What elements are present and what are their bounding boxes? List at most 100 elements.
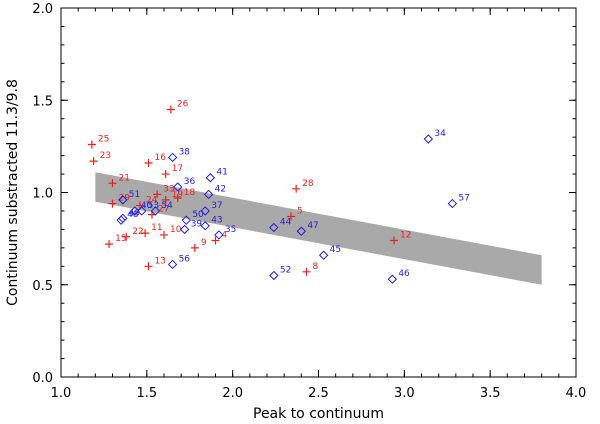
x-tick-label: 4.0 [566,386,587,401]
plus-marker [108,179,117,188]
point-label: 38 [179,147,191,157]
diamond-marker [205,173,216,183]
point-label: 46 [398,269,410,279]
plus-marker [161,170,170,179]
plus-marker [144,262,153,271]
point-label: 22 [132,227,143,237]
point-label: 16 [155,153,167,163]
point-label: 41 [216,168,227,178]
point-label: 43 [211,216,222,226]
plus-marker [292,184,301,193]
point-label: 12 [400,230,411,240]
y-tick-label: 0.0 [32,371,53,386]
plus-marker [105,240,114,249]
point-label: 39 [191,219,203,229]
point-label: 35 [225,225,236,235]
diamond-marker [118,195,128,205]
point-label: 24 [146,195,158,205]
diamond-marker [318,250,329,260]
point-label: 25 [98,135,109,145]
point-label: 53 [148,201,159,211]
point-label: 47 [307,221,318,231]
diamond-marker [200,221,210,231]
y-axis-label: Continuum substracted 11.3/9.8 [5,79,21,306]
diamond-marker [116,215,126,225]
plus-marker [87,140,96,149]
y-tick-label: 1.0 [32,187,53,202]
diamond-marker [387,274,398,284]
x-tick-label: 1.5 [136,386,157,401]
point-label: 36 [184,177,196,187]
plus-marker [390,236,399,245]
trend-band-layer [95,172,542,285]
point-label: 29 [119,194,131,204]
point-label: 5 [297,206,303,216]
x-tick-label: 2.0 [222,386,243,401]
point-label: 56 [179,254,191,264]
data-points: 4589101112131516171819212223242526272829… [87,99,470,284]
plus-marker [144,158,153,167]
diamond-marker [179,224,190,235]
point-label: 48 [127,210,139,220]
x-tick-label: 1.0 [51,386,72,401]
point-label: 26 [177,99,189,109]
plus-marker [141,229,150,238]
diamond-marker [203,189,214,200]
point-label: 4 [222,230,228,240]
point-label: 45 [330,245,341,255]
point-label: 54 [161,201,173,211]
diamond-marker [150,206,161,216]
x-tick-label: 3.5 [480,386,501,401]
point-label: 10 [170,225,182,235]
diamond-marker [136,206,147,216]
diamond-marker [130,206,140,216]
point-label: 37 [211,201,222,211]
plus-marker [122,232,131,241]
point-label: 13 [155,256,166,266]
diamond-marker [181,215,192,225]
diamond-marker [269,270,279,281]
y-tick-label: 2.0 [32,2,53,17]
x-tick-label: 3.0 [394,386,415,401]
point-label: 42 [215,184,226,194]
point-label: 50 [192,210,204,220]
point-label: 9 [201,238,207,248]
x-axis-label: Peak to continuum [253,406,384,422]
trend-band [95,172,542,285]
point-label: 23 [100,151,111,161]
diamond-marker [167,152,178,163]
plus-marker [173,194,182,203]
x-tick-label: 2.5 [308,386,329,401]
point-label: 40 [141,201,153,211]
point-label: 15 [115,234,126,244]
point-label: 11 [151,223,162,233]
point-label: 18 [184,188,196,198]
point-label: 33 [163,184,174,194]
diamond-marker [269,222,279,233]
y-tick-label: 1.5 [32,94,53,109]
diamond-marker [447,198,458,209]
diamond-marker [173,182,183,192]
plus-marker [190,243,199,252]
diamond-marker [167,259,178,270]
diamond-marker [423,134,434,144]
plus-marker [302,267,311,276]
diamond-marker [296,226,307,236]
point-label: 21 [119,173,130,183]
point-label: 17 [172,164,183,174]
plus-marker [166,105,175,114]
plus-marker [153,190,162,199]
point-label: 49 [129,208,141,218]
plus-marker [211,236,220,245]
point-label: 51 [129,190,140,200]
point-label: 19 [172,190,184,200]
diamond-marker [118,213,128,224]
plus-marker [108,199,117,208]
point-label: 52 [280,266,291,276]
diamond-marker [200,206,210,216]
plus-marker [160,230,168,239]
point-label: 34 [434,129,446,139]
plot-frame [60,7,577,378]
diamond-marker [214,230,224,240]
